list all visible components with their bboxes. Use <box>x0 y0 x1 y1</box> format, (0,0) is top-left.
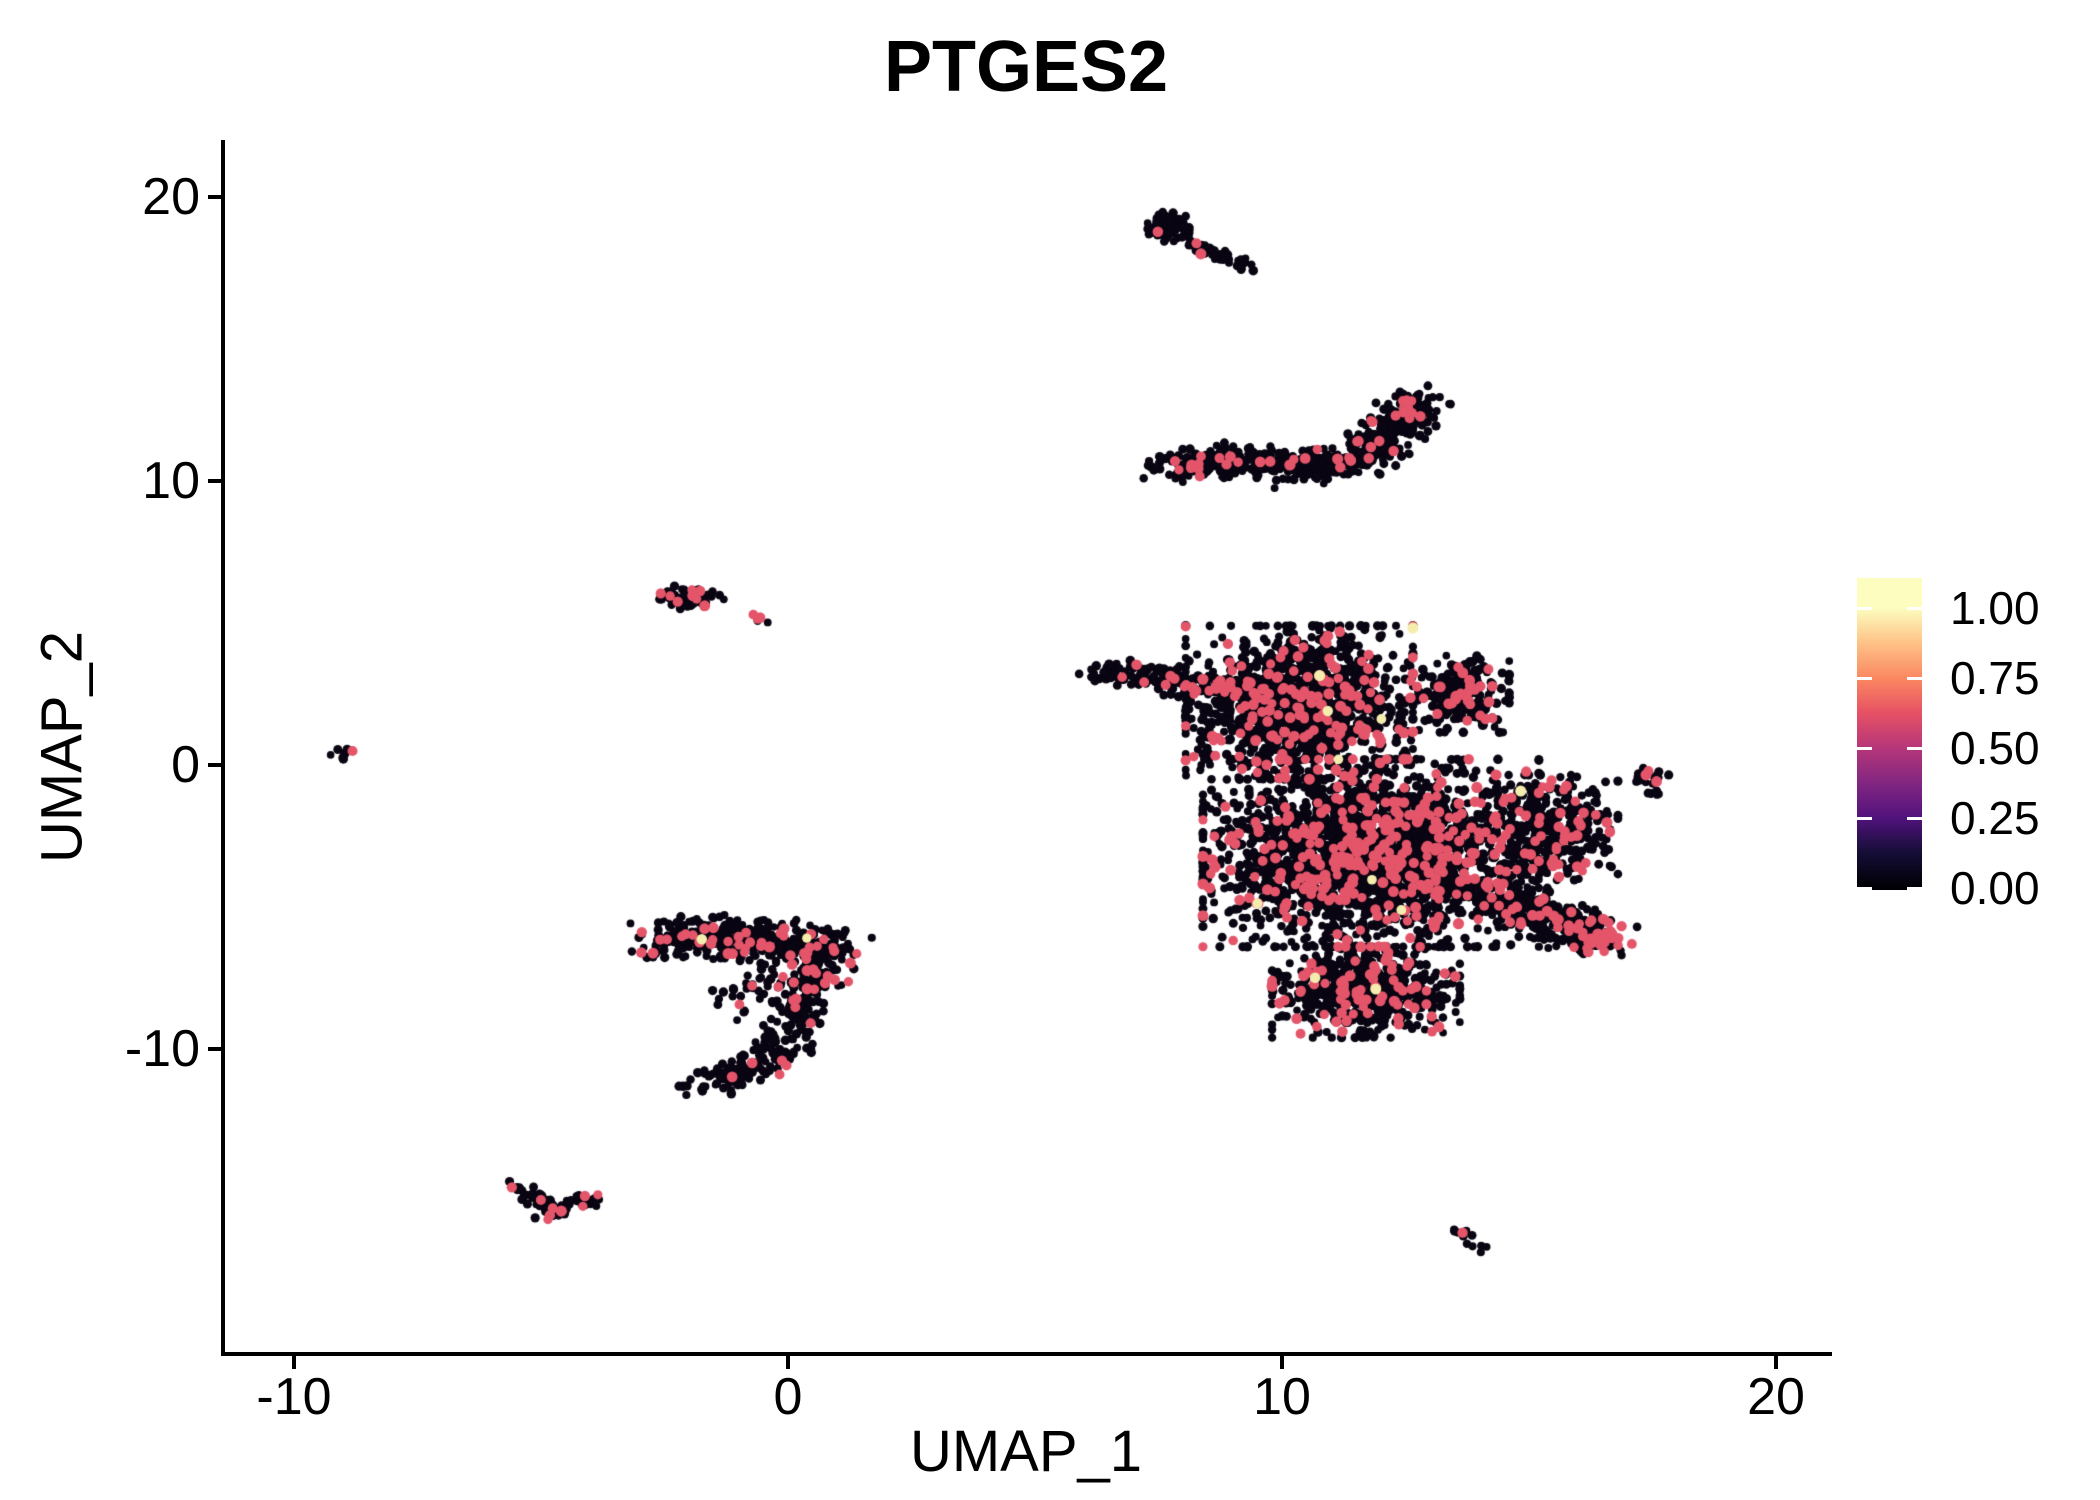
legend-tick-label-0.75: 0.75 <box>1950 652 2040 704</box>
y-axis-line <box>221 140 225 1356</box>
legend-tick-dash-0.75-left <box>1857 677 1872 680</box>
legend-tick-dash-0.00-left <box>1857 887 1872 890</box>
legend-colorbar <box>1857 578 1922 890</box>
legend-tick-dash-1.00-right <box>1907 607 1922 610</box>
legend-tick-dash-0.50-left <box>1857 747 1872 750</box>
legend-tick-label-0.00: 0.00 <box>1950 862 2040 914</box>
x-axis-line <box>221 1352 1832 1356</box>
legend-tick-label-0.50: 0.50 <box>1950 722 2040 774</box>
x-tick-mark-0 <box>786 1356 790 1369</box>
x-tick-label-10: 10 <box>1253 1368 1311 1426</box>
y-tick-mark-0 <box>208 763 221 767</box>
x-axis-label: UMAP_1 <box>909 1419 1143 1484</box>
y-tick-mark-20 <box>208 195 221 199</box>
legend-tick-dash-0.25-right <box>1907 817 1922 820</box>
y-tick-mark--10 <box>208 1047 221 1051</box>
legend-tick-label-1.00: 1.00 <box>1950 582 2040 634</box>
x-tick-mark--10 <box>292 1356 296 1369</box>
plot-title: PTGES2 <box>883 27 1169 107</box>
legend-tick-dash-0.00-right <box>1907 887 1922 890</box>
x-tick-mark-20 <box>1774 1356 1778 1369</box>
x-tick-label-0: 0 <box>773 1368 803 1426</box>
legend-tick-label-0.25: 0.25 <box>1950 792 2040 844</box>
y-tick-label--10: -10 <box>124 1020 200 1078</box>
legend-tick-dash-1.00-left <box>1857 607 1872 610</box>
legend-tick-dash-0.50-right <box>1907 747 1922 750</box>
y-tick-mark-10 <box>208 479 221 483</box>
x-tick-label-20: 20 <box>1747 1368 1805 1426</box>
y-tick-label-0: 0 <box>171 736 200 794</box>
legend-gradient-bar <box>1857 578 1922 890</box>
legend-tick-dash-0.25-left <box>1857 817 1872 820</box>
x-tick-label--10: -10 <box>256 1368 332 1426</box>
y-tick-label-20: 20 <box>142 168 200 226</box>
y-tick-label-10: 10 <box>142 452 200 510</box>
x-tick-mark-10 <box>1280 1356 1284 1369</box>
y-axis-label: UMAP_2 <box>29 630 95 864</box>
legend-tick-dash-0.75-right <box>1907 677 1922 680</box>
